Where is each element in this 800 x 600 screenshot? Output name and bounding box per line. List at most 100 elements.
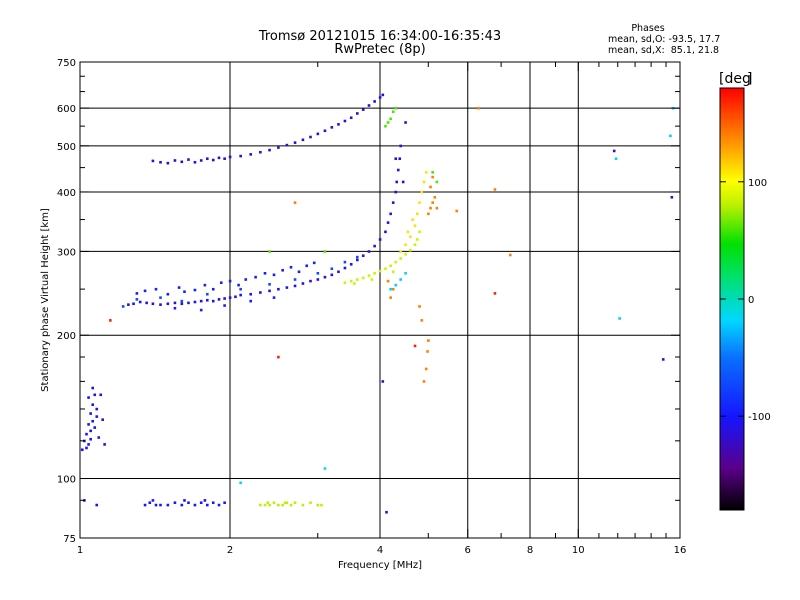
data-point [217, 503, 221, 507]
data-point [395, 180, 399, 184]
data-point [203, 283, 207, 287]
data-point [285, 501, 289, 505]
data-point [223, 304, 226, 307]
data-point [415, 238, 419, 241]
data-point [249, 292, 253, 296]
data-point [385, 510, 388, 514]
data-point [361, 108, 365, 111]
data-point [166, 302, 170, 306]
data-point [268, 503, 271, 507]
data-point [493, 188, 497, 191]
data-point [394, 106, 398, 110]
data-point [418, 305, 421, 308]
data-point [612, 149, 616, 153]
data-point [411, 218, 414, 221]
data-point [154, 287, 158, 291]
data-point [289, 503, 293, 507]
x-tick-labels: 1 2 4 6 8 10 16 [77, 545, 687, 556]
data-point [259, 291, 262, 294]
data-point [143, 289, 147, 293]
y-tick-label: 100 [57, 475, 76, 486]
y-axis-label: Stationary phase Virtual Height [km] [40, 208, 51, 392]
data-point [361, 276, 365, 280]
data-point [323, 275, 327, 279]
y-tick-label: 750 [57, 58, 76, 69]
data-point [193, 160, 197, 164]
data-point [239, 287, 242, 291]
data-point [343, 266, 347, 270]
data-point [309, 135, 312, 139]
data-point [384, 230, 387, 234]
data-point [349, 279, 353, 283]
data-point [87, 443, 90, 446]
chart-subtitle: RwPretec (8p) [334, 42, 425, 57]
data-point [355, 255, 359, 259]
data-point [205, 503, 209, 507]
axis-ticks [79, 61, 681, 539]
chart-title: Tromsø 20121015 16:34:00-16:35:43 [258, 29, 501, 44]
data-point [508, 253, 512, 257]
data-point [289, 265, 293, 269]
data-point [85, 446, 88, 450]
data-point [244, 278, 248, 281]
data-point [378, 238, 382, 241]
data-point [199, 308, 203, 312]
data-point [151, 499, 155, 502]
data-point [389, 264, 392, 268]
data-point [101, 418, 104, 421]
data-point [378, 96, 382, 99]
data-point [145, 301, 148, 305]
data-point [398, 157, 402, 161]
data-point [394, 157, 398, 161]
data-point [173, 301, 177, 305]
data-point [268, 148, 271, 152]
data-point [431, 201, 434, 204]
data-point [406, 230, 410, 234]
data-point [103, 443, 106, 446]
data-point [272, 273, 276, 277]
data-point [277, 503, 280, 507]
data-point [95, 407, 99, 411]
data-point [399, 257, 403, 260]
data-point [309, 501, 312, 505]
data-point [429, 206, 432, 210]
data-point [343, 119, 347, 123]
data-point [293, 201, 297, 204]
data-point [205, 298, 209, 302]
data-point [427, 212, 430, 216]
data-point [424, 367, 428, 371]
data-point [373, 100, 376, 103]
data-point [367, 274, 371, 277]
data-point [277, 146, 280, 149]
stats-line-x: mean, sd,X: 85.1, 21.8 [608, 45, 719, 56]
data-point [435, 206, 439, 210]
data-point [349, 116, 353, 120]
data-point [389, 117, 392, 121]
data-point [320, 503, 323, 507]
data-point [199, 501, 203, 505]
data-point [99, 393, 103, 397]
y-tick-label: 500 [57, 142, 76, 153]
data-point [91, 403, 95, 406]
data-point [263, 272, 267, 275]
data-point [349, 263, 353, 266]
data-point [661, 358, 665, 361]
data-point [343, 281, 347, 284]
data-point [268, 250, 271, 253]
data-point [386, 221, 390, 224]
data-point [316, 278, 320, 281]
data-point [97, 436, 101, 439]
data-point [272, 501, 276, 505]
data-point [424, 171, 428, 174]
data-point [259, 150, 262, 154]
data-point [312, 261, 316, 265]
data-point [281, 268, 284, 272]
data-point [391, 270, 395, 274]
data-point [187, 301, 190, 305]
data-point [293, 284, 297, 288]
data-point [199, 299, 203, 303]
data-point [193, 503, 197, 507]
data-point [431, 175, 434, 179]
data-point [199, 159, 203, 162]
data-point [223, 501, 226, 505]
